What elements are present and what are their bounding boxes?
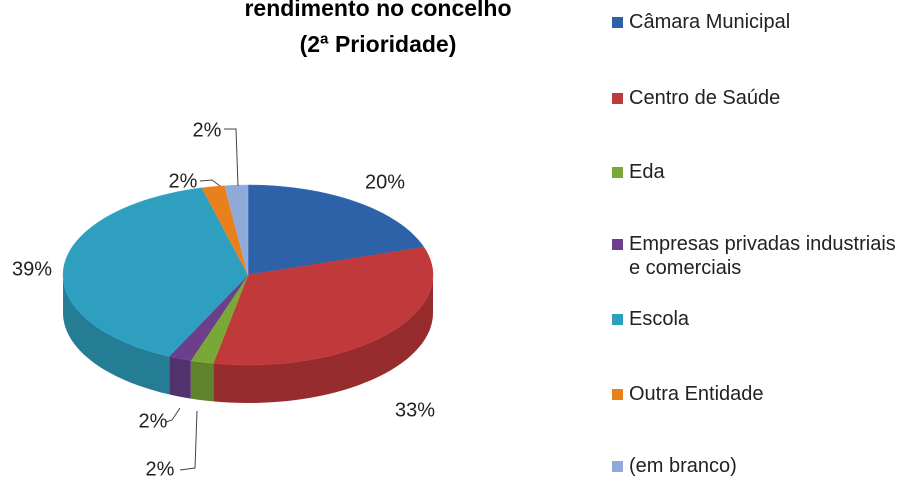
data-label: 2%: [169, 170, 198, 192]
legend-item: (em branco): [612, 454, 897, 478]
legend-label: Eda: [629, 161, 665, 183]
data-label: 2%: [146, 458, 175, 480]
pie-slice: [62, 187, 249, 357]
pie-slice-side: [213, 275, 433, 403]
legend-swatch: [612, 167, 623, 178]
pie-slice: [247, 184, 425, 276]
legend-label: Empresas privadas industriais e comercia…: [629, 233, 896, 279]
legend-swatch: [612, 389, 623, 400]
legend-label: Câmara Municipal: [629, 11, 791, 33]
leader-line: [165, 407, 181, 423]
legend-item: Outra Entidade: [612, 382, 897, 406]
pie-slice-side: [169, 356, 191, 399]
pie-slice: [224, 184, 249, 276]
legend-swatch: [612, 93, 623, 104]
leader-line: [224, 128, 239, 187]
pie-slice-side: [190, 360, 214, 402]
legend-label: Outra Entidade: [629, 383, 764, 405]
legend-swatch: [612, 314, 623, 325]
pie-slice: [212, 246, 434, 366]
leader-line: [179, 410, 198, 471]
legend-swatch: [612, 239, 623, 250]
legend-swatch: [612, 461, 623, 472]
chart-title: rendimento no concelho: [244, 0, 511, 21]
legend-item: Centro de Saúde: [612, 86, 897, 110]
legend-label: Centro de Saúde: [629, 87, 781, 109]
chart-title: (2ª Prioridade): [300, 31, 457, 57]
pie-slice-side: [63, 275, 170, 395]
legend-item: Escola: [612, 307, 897, 331]
data-label: 39%: [12, 258, 52, 280]
legend-item: Eda: [612, 160, 897, 184]
data-label: 2%: [193, 119, 222, 141]
data-label: 33%: [395, 399, 435, 421]
leader-line: [199, 179, 221, 187]
legend-label: (em branco): [629, 455, 737, 477]
legend-item: Câmara Municipal: [612, 10, 897, 34]
legend-item: Empresas privadas industriais e comercia…: [612, 232, 897, 280]
data-label: 20%: [365, 171, 405, 193]
data-label: 2%: [139, 410, 168, 432]
legend-label: Escola: [629, 308, 690, 330]
legend-swatch: [612, 17, 623, 28]
